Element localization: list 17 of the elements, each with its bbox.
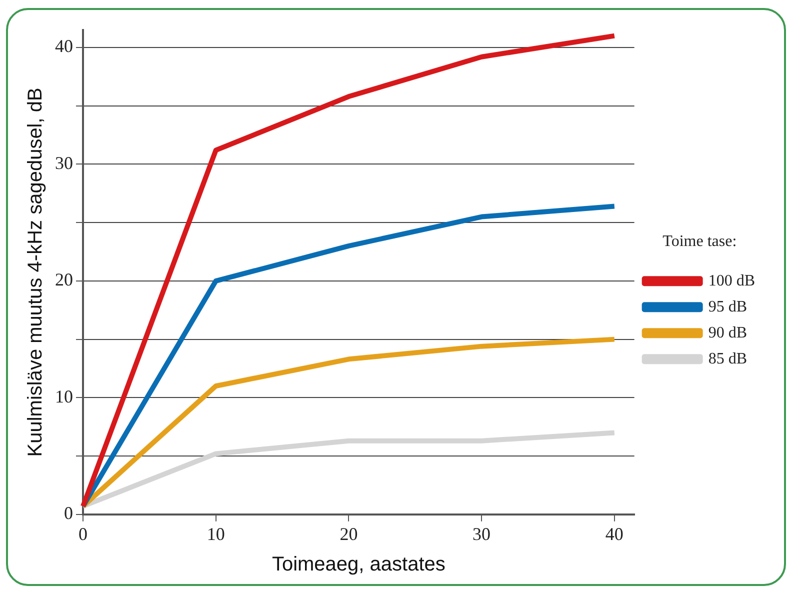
x-tick-label: 20 — [340, 524, 358, 544]
x-tick-label: 0 — [78, 524, 88, 544]
legend-label: 100 dB — [708, 272, 755, 290]
y-tick-label: 30 — [55, 152, 73, 173]
legend-label: 90 dB — [708, 324, 747, 342]
y-tick-label: 10 — [55, 386, 73, 406]
y-tick-label: 40 — [55, 36, 73, 56]
x-tick-label: 40 — [605, 524, 624, 544]
x-tick-label: 10 — [206, 524, 225, 544]
y-axis-title: Kuulmisläve muutus 4-kHz sagedusel, dB — [24, 88, 47, 457]
x-axis-title: Toimeaeg, aastates — [272, 554, 446, 576]
y-tick-label: 20 — [55, 270, 73, 290]
legend-title: Toime tase: — [662, 233, 737, 250]
legend-label: 95 dB — [708, 298, 747, 316]
legend-label: 85 dB — [708, 350, 747, 368]
y-tick-label: 0 — [64, 503, 73, 524]
x-tick-label: 30 — [472, 524, 491, 544]
